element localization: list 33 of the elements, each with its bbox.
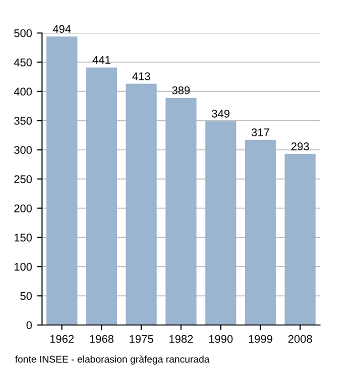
bar	[46, 36, 78, 325]
data-label: 293	[291, 142, 309, 150]
x-tick-label: 2008	[288, 335, 312, 343]
x-tick-label: 1968	[90, 335, 114, 343]
data-label: 441	[92, 56, 110, 64]
bar	[166, 98, 196, 325]
y-tick-label: 150	[14, 234, 32, 242]
y-tick-label: 200	[14, 204, 32, 212]
y-tick-label: 300	[14, 146, 32, 154]
y-tick-label: 100	[14, 262, 32, 271]
data-label: 389	[172, 86, 190, 94]
y-tick-label: 50	[20, 292, 32, 300]
y-tick-label: 450	[14, 58, 32, 66]
x-tick-label: 1982	[169, 335, 193, 343]
data-label: 349	[212, 110, 230, 118]
y-tick-label: 400	[14, 88, 32, 96]
x-tick-label: 1999	[248, 335, 272, 343]
source-note: fonte INSEE - elaborasion gràfega rancurada	[15, 355, 210, 365]
bar	[86, 67, 118, 325]
x-tick-label: 1962	[50, 335, 74, 343]
y-tick-label: 350	[14, 116, 32, 125]
data-label: 413	[132, 72, 150, 80]
data-label: 494	[52, 25, 71, 33]
bar	[284, 154, 316, 325]
x-tick-label: 1975	[130, 335, 154, 343]
y-tick-label: 250	[14, 175, 32, 184]
x-tick-label: 1990	[209, 335, 233, 343]
bar	[126, 84, 157, 325]
y-tick-label: 0	[26, 321, 32, 330]
bar	[244, 140, 276, 325]
data-label: 317	[252, 128, 270, 136]
y-tick-label: 500	[14, 29, 32, 38]
bar	[205, 121, 236, 325]
